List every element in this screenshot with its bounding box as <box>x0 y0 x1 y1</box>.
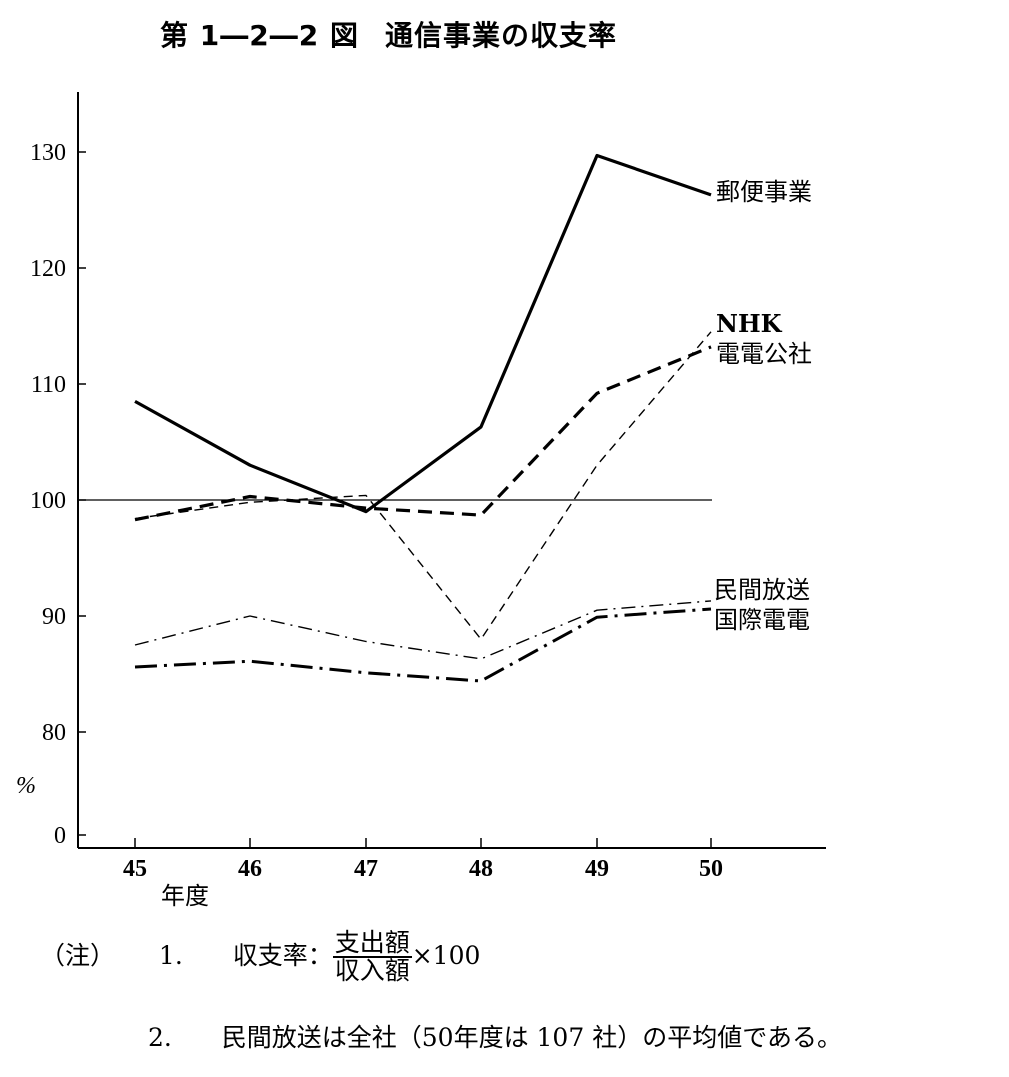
fraction-multiplier: ×100 <box>411 940 481 970</box>
note-1: （注） 1. 収支率： 支出額 収入額 ×100 <box>40 928 481 986</box>
series-line-3 <box>134 345 712 522</box>
note-1-number: 1. <box>158 940 183 970</box>
x-axis-label: 年度 <box>161 882 209 910</box>
chart-series <box>134 153 712 683</box>
y-tick-label: 100 <box>30 488 66 514</box>
series-line-2 <box>134 331 712 640</box>
note-1-label: 収支率： <box>232 940 333 970</box>
series-label-5: 国際電電 <box>714 606 810 634</box>
y-tick-label: 110 <box>31 372 66 398</box>
x-tick-label: 46 <box>238 856 262 882</box>
note-marker: （注） <box>40 940 116 970</box>
x-tick-label: 50 <box>699 856 723 882</box>
series-line-5 <box>134 607 712 683</box>
ratio-fraction: 支出額 収入額 <box>332 928 412 986</box>
line-chart: 0 80 90 100 110 120 130% 45 46 47 48 49 50 年度 郵便事業 NHK… <box>16 92 826 910</box>
series-label-1: 郵便事業 <box>716 178 812 206</box>
series-label-4: 民間放送 <box>714 576 810 604</box>
x-tick-label: 47 <box>354 856 378 882</box>
fraction-numerator: 支出額 <box>332 928 412 959</box>
y-tick-label: 80 <box>42 720 66 746</box>
fraction-denominator: 収入額 <box>334 956 410 986</box>
series-line-1 <box>134 153 712 514</box>
y-tick-label: 90 <box>42 604 66 630</box>
figure-caption: 通信事業の収支率 <box>384 19 617 52</box>
series-label-2: NHK <box>716 309 783 338</box>
y-tick-label: 130 <box>30 140 66 166</box>
y-tick-label: 0 <box>54 823 66 849</box>
y-tick-label: 120 <box>30 256 66 282</box>
figure-number: 第 1―2―2 図 <box>160 19 359 52</box>
series-line-4 <box>134 600 712 660</box>
series-label-3: 電電公社 <box>716 340 812 368</box>
chart-axes: 0 80 90 100 110 120 130% 45 46 47 48 49 50 年度 <box>16 92 826 910</box>
y-axis-label: % <box>16 773 36 799</box>
x-tick-label: 45 <box>123 856 147 882</box>
note-2: 2. 民間放送は全社（50年度は 107 社）の平均値である。 <box>148 1018 842 1054</box>
x-tick-label: 49 <box>585 856 609 882</box>
note-2-text: 民間放送は全社（50年度は 107 社）の平均値である。 <box>221 1023 842 1052</box>
note-2-number: 2. <box>148 1023 172 1052</box>
chart-title: 第 1―2―2 図通信事業の収支率 <box>160 14 617 54</box>
x-tick-label: 48 <box>469 856 493 882</box>
